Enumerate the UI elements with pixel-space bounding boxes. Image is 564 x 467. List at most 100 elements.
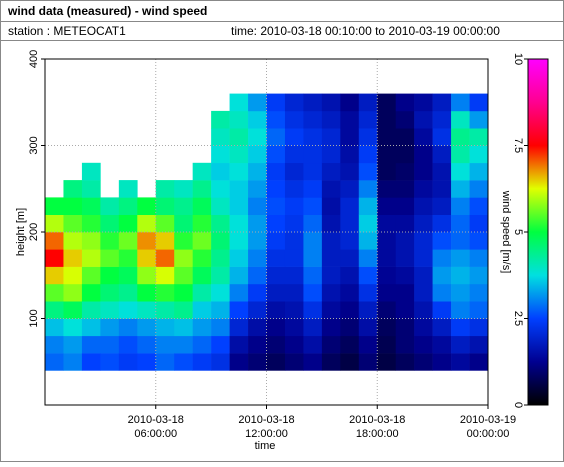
heatmap-cell <box>377 318 397 337</box>
heatmap-cell <box>414 180 433 198</box>
heatmap-cell <box>192 301 212 319</box>
heatmap-cell <box>303 335 323 354</box>
heatmap-cell <box>340 266 360 285</box>
heatmap-cell <box>229 162 249 181</box>
heatmap-cell <box>432 318 452 337</box>
heatmap-cell <box>229 128 249 146</box>
heatmap-cell <box>358 266 378 285</box>
heatmap-cell <box>100 335 120 354</box>
heatmap-cell <box>340 232 360 250</box>
heatmap-cell <box>266 128 286 146</box>
heatmap-cell <box>469 197 489 215</box>
heatmap-cell <box>340 145 360 164</box>
heatmap-cell <box>321 249 341 267</box>
heatmap-cell <box>284 93 304 112</box>
heatmap-cell <box>432 335 452 354</box>
x-tick-label: 2010-03-18 06:00:00 <box>128 414 184 440</box>
heatmap-cell <box>395 93 415 112</box>
heatmap-cell <box>81 249 101 267</box>
heatmap-cell <box>303 249 323 267</box>
heatmap-cell <box>284 162 304 181</box>
heatmap-cell <box>229 318 249 337</box>
heatmap-cell <box>432 266 452 285</box>
heatmap-cell <box>303 214 323 233</box>
heatmap-cell <box>451 318 470 337</box>
heatmap-cell <box>284 335 304 354</box>
heatmap-cell <box>229 249 249 267</box>
heatmap-cell <box>155 249 175 267</box>
heatmap-cell <box>395 353 415 371</box>
heatmap-cell <box>377 180 397 198</box>
heatmap-cell <box>321 353 341 371</box>
heatmap-cell <box>155 232 175 250</box>
heatmap-cell <box>63 335 83 354</box>
heatmap-cell <box>81 197 101 215</box>
heatmap-cell <box>321 301 341 319</box>
heatmap-cell <box>192 335 212 354</box>
heatmap-cell <box>229 180 249 198</box>
heatmap-cell <box>248 162 267 181</box>
heatmap-cell <box>81 180 101 198</box>
heatmap-cell <box>266 266 286 285</box>
heatmap-cell <box>451 145 470 164</box>
heatmap-cell <box>211 145 230 164</box>
heatmap-cell <box>81 318 101 337</box>
heatmap-cell <box>284 128 304 146</box>
heatmap-cell <box>395 335 415 354</box>
heatmap-cell <box>432 128 452 146</box>
heatmap-cell <box>469 180 489 198</box>
heatmap-cell <box>229 283 249 302</box>
heatmap-cell <box>395 128 415 146</box>
heatmap-cell <box>248 145 267 164</box>
heatmap-cell <box>248 110 267 129</box>
heatmap-cell <box>248 301 267 319</box>
heatmap-cell <box>395 197 415 215</box>
heatmap-cell <box>174 197 193 215</box>
heatmap-cell <box>192 232 212 250</box>
heatmap-cell <box>118 232 138 250</box>
heatmap-cell <box>377 214 397 233</box>
heatmap-cell <box>137 214 157 233</box>
heatmap-cell <box>284 353 304 371</box>
heatmap-cell <box>266 335 286 354</box>
heatmap-cell <box>45 249 64 267</box>
heatmap-cell <box>395 214 415 233</box>
heatmap-cell <box>414 249 433 267</box>
heatmap-cell <box>377 335 397 354</box>
heatmap-cell <box>248 353 267 371</box>
heatmap-cell <box>174 318 193 337</box>
heatmap-cell <box>303 318 323 337</box>
heatmap-cell <box>358 197 378 215</box>
heatmap-cell <box>340 283 360 302</box>
heatmap-cell <box>469 318 489 337</box>
heatmap-cell <box>100 283 120 302</box>
heatmap-cell <box>432 180 452 198</box>
heatmap-cell <box>229 335 249 354</box>
heatmap-cell <box>63 232 83 250</box>
heatmap-cell <box>321 318 341 337</box>
heatmap-cell <box>248 335 267 354</box>
heatmap-cell <box>395 110 415 129</box>
heatmap-cell <box>211 318 230 337</box>
y-axis-title: height [m] <box>15 208 27 256</box>
heatmap-cell <box>174 232 193 250</box>
heatmap-cell <box>137 232 157 250</box>
heatmap-cell <box>229 353 249 371</box>
y-tick-label: 300 <box>28 136 40 154</box>
heatmap-cell <box>358 353 378 371</box>
heatmap-cell <box>266 162 286 181</box>
heatmap-cell <box>432 110 452 129</box>
heatmap-cell <box>377 266 397 285</box>
chart-title: wind data (measured) - wind speed <box>7 4 207 18</box>
heatmap-cell <box>137 301 157 319</box>
heatmap-cell <box>211 266 230 285</box>
heatmap-cell <box>192 180 212 198</box>
heatmap-cell <box>155 283 175 302</box>
heatmap-cell <box>451 180 470 198</box>
heatmap-cell <box>284 301 304 319</box>
heatmap-cell <box>395 145 415 164</box>
heatmap-cell <box>414 301 433 319</box>
heatmap-cell <box>340 353 360 371</box>
heatmap-cell <box>395 249 415 267</box>
colorbar-tick-label: 10 <box>512 53 524 65</box>
